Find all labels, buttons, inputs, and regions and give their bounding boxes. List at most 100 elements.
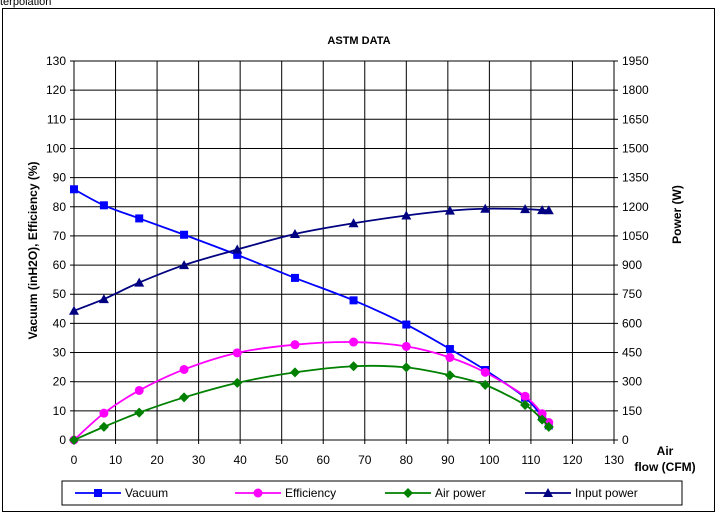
legend — [61, 480, 683, 506]
series-efficiency-point — [537, 409, 547, 419]
x-tick-label: 70 — [358, 453, 372, 467]
chart-frame — [2, 8, 715, 512]
series-efficiency-point — [520, 391, 530, 401]
series-vacuum-point — [349, 296, 358, 305]
series-vacuum-point — [70, 185, 78, 194]
y-right-tick-label: 900 — [622, 258, 642, 272]
legend-input-power-marker — [543, 488, 553, 497]
y-right-tick-label: 1200 — [622, 200, 649, 214]
y-axis-left: 0 10 20 30 40 50 60 70 80 90 100 110 120 130 — [46, 54, 74, 447]
y-right-tick-label: 750 — [622, 287, 642, 301]
series-air-power-point — [289, 367, 300, 378]
series-efficiency-point — [134, 385, 144, 395]
series-vacuum-point — [180, 230, 189, 239]
series-vacuum-point — [99, 201, 108, 210]
y-right-tick-label: 1950 — [622, 54, 649, 68]
legend-item-vacuum: Vacuum — [75, 486, 168, 500]
legend-vacuum-marker — [94, 489, 102, 497]
y-left-tick-label: 20 — [53, 375, 67, 389]
y-left-tick-label: 80 — [53, 200, 67, 214]
y-left-tick-label: 70 — [53, 229, 67, 243]
series-vacuum-point — [233, 250, 242, 259]
series-air-power-point — [69, 435, 79, 445]
y-right-tick-label: 0 — [622, 433, 629, 447]
legend-items: Vacuum Efficiency Air power Input power — [75, 486, 638, 500]
series-air-power-point — [537, 414, 548, 425]
legend-input-power-label: Input power — [575, 486, 638, 500]
y-left-tick-label: 130 — [46, 54, 66, 68]
legend-air-power-marker — [403, 488, 413, 498]
x-axis-title-line-2: flow (CFM) — [634, 460, 695, 474]
legend-efficiency-label: Efficiency — [285, 486, 336, 500]
series-efficiency-point — [445, 352, 455, 362]
series-air-power-point — [520, 400, 531, 411]
series-air-power — [69, 361, 554, 445]
x-tick-label: 110 — [521, 453, 540, 467]
legend-efficiency-marker — [253, 488, 263, 498]
y-right-tick-label: 1650 — [622, 112, 649, 126]
legend-air-power-label: Air power — [435, 486, 486, 500]
legend-item-efficiency: Efficiency — [235, 486, 336, 500]
series-air-power-point — [348, 361, 359, 372]
x-tick-label: 120 — [562, 453, 582, 467]
series-efficiency-point — [290, 340, 300, 350]
x-tick-label: 100 — [479, 453, 499, 467]
series-input-power-point — [520, 204, 531, 214]
series-input-power-point — [401, 210, 412, 220]
series-air-power-point — [232, 377, 243, 388]
series-vacuum-point — [135, 214, 144, 223]
series-input-power-point — [69, 305, 79, 315]
series-air-power-point — [179, 392, 190, 403]
x-tick-label: 40 — [233, 453, 247, 467]
x-axis-title-line-1: Air — [657, 444, 674, 458]
series-air-power-point — [444, 370, 455, 381]
y-right-tick-label: 600 — [622, 316, 642, 330]
series-input-power-point — [232, 244, 243, 254]
series-efficiency-point — [349, 337, 359, 347]
x-tick-label: 10 — [109, 453, 123, 467]
series-efficiency-point — [232, 348, 242, 358]
y-left-tick-label: 120 — [46, 83, 66, 97]
legend-item-air-power: Air power — [385, 486, 486, 500]
series-air-power-point — [401, 362, 412, 373]
y-left-tick-label: 90 — [53, 171, 67, 185]
series-input-power-point — [134, 277, 145, 287]
x-tick-label: 30 — [192, 453, 206, 467]
series-input-power-point — [179, 260, 190, 270]
x-tick-label: 50 — [275, 453, 289, 467]
series-vacuum-point — [445, 345, 454, 354]
y-right-tick-label: 300 — [622, 375, 642, 389]
series-input-power-point — [98, 294, 109, 304]
x-tick-label: 0 — [71, 453, 78, 467]
y-right-tick-label: 1050 — [622, 229, 649, 243]
series-air-power-point — [543, 421, 554, 432]
series-vacuum-point — [402, 320, 411, 329]
series-air-power-line — [73, 364, 550, 441]
series-air-power-point — [98, 421, 109, 432]
header-text: terpolation — [0, 0, 52, 8]
y-axis-right: 0 150 300 450 600 750 900 1050 1200 1350 1500 1650 1… — [614, 54, 649, 447]
series-input-power-point — [543, 205, 554, 215]
y-axis-right-title: Power (W) — [670, 185, 684, 244]
y-left-tick-label: 30 — [53, 346, 67, 360]
series-efficiency-point — [99, 408, 109, 418]
series-layer — [69, 185, 554, 445]
x-tick-label: 60 — [317, 453, 331, 467]
series-vacuum-point — [290, 273, 299, 282]
y-right-tick-label: 1800 — [622, 83, 649, 97]
series-input-power-point — [480, 203, 491, 213]
x-tick-label: 90 — [441, 453, 455, 467]
y-right-tick-label: 150 — [622, 404, 642, 418]
series-input-power-point — [289, 228, 300, 238]
plot-area — [73, 60, 615, 441]
y-right-tick-label: 1500 — [622, 141, 649, 155]
x-axis: 0 10 20 30 40 50 60 70 80 90 100 110 120 130 — [71, 440, 624, 467]
y-right-tick-label: 1350 — [622, 171, 649, 185]
legend-item-input-power: Input power — [525, 486, 638, 500]
y-left-tick-label: 60 — [53, 258, 67, 272]
y-left-tick-label: 10 — [53, 404, 67, 418]
series-input-power-line — [73, 207, 549, 312]
series-input-power-point — [348, 218, 359, 228]
series-air-power-point — [134, 407, 145, 418]
